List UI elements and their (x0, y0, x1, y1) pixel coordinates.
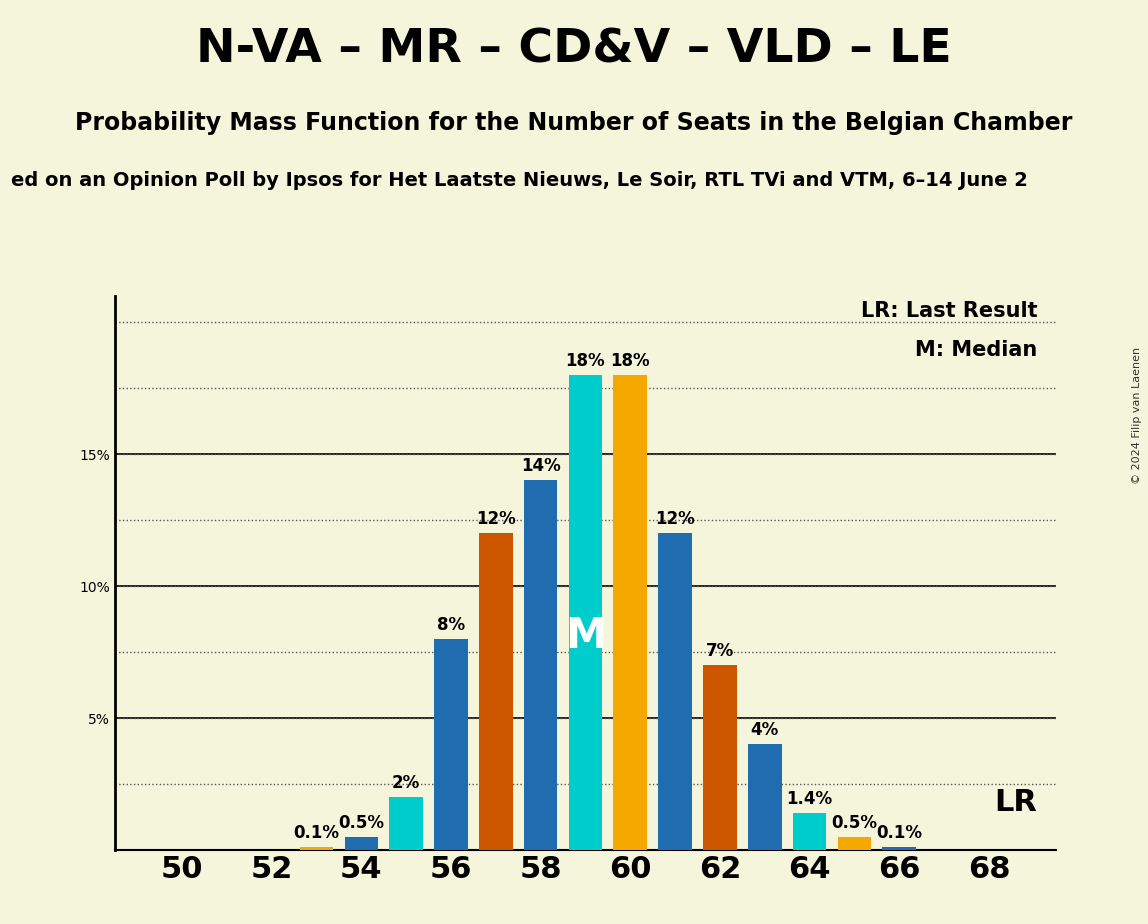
Text: 2%: 2% (393, 774, 420, 792)
Bar (704, 665, 737, 850)
Bar (300, 847, 333, 850)
Bar (389, 797, 422, 850)
Bar (613, 375, 647, 850)
Text: M: M (565, 615, 606, 657)
Text: 0.5%: 0.5% (339, 814, 385, 832)
Bar (838, 837, 871, 850)
Text: 18%: 18% (611, 352, 650, 370)
Text: © 2024 Filip van Laenen: © 2024 Filip van Laenen (1132, 347, 1141, 484)
Bar (344, 837, 378, 850)
Bar (883, 847, 916, 850)
Text: 4%: 4% (751, 722, 778, 739)
Bar (793, 813, 827, 850)
Text: 12%: 12% (656, 510, 695, 528)
Text: 0.1%: 0.1% (876, 824, 922, 842)
Text: M: Median: M: Median (915, 340, 1038, 360)
Text: LR: LR (994, 788, 1038, 818)
Text: 12%: 12% (476, 510, 515, 528)
Text: 8%: 8% (437, 615, 465, 634)
Text: 7%: 7% (706, 642, 734, 660)
Text: 1.4%: 1.4% (786, 790, 832, 808)
Bar (434, 638, 468, 850)
Text: 18%: 18% (566, 352, 605, 370)
Bar (568, 375, 603, 850)
Text: 14%: 14% (521, 457, 560, 475)
Bar (658, 533, 692, 850)
Text: Probability Mass Function for the Number of Seats in the Belgian Chamber: Probability Mass Function for the Number… (76, 111, 1072, 135)
Text: 0.5%: 0.5% (831, 814, 877, 832)
Text: 0.1%: 0.1% (294, 824, 340, 842)
Bar (748, 745, 782, 850)
Text: N-VA – MR – CD&V – VLD – LE: N-VA – MR – CD&V – VLD – LE (196, 28, 952, 73)
Bar (523, 480, 558, 850)
Text: ed on an Opinion Poll by Ipsos for Het Laatste Nieuws, Le Soir, RTL TVi and VTM,: ed on an Opinion Poll by Ipsos for Het L… (11, 171, 1029, 190)
Bar (479, 533, 513, 850)
Text: LR: Last Result: LR: Last Result (861, 301, 1038, 322)
